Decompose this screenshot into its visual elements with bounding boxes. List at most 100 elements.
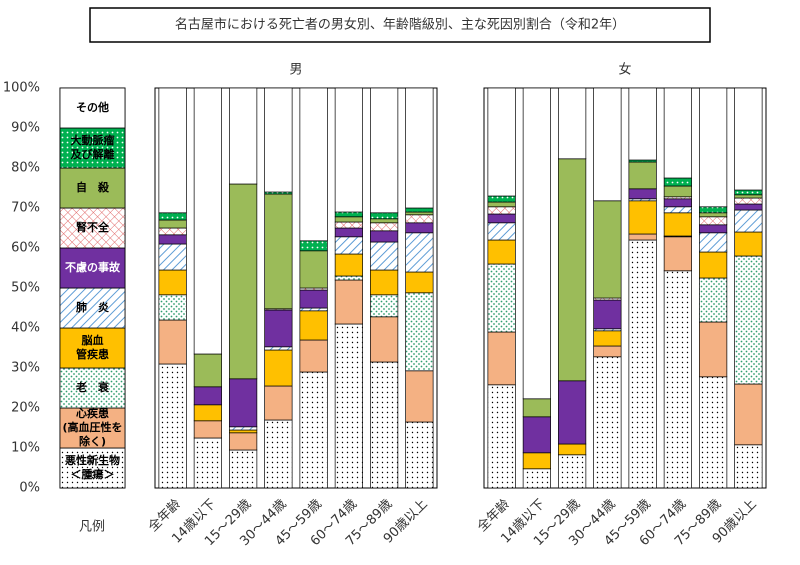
bar-segment xyxy=(370,87,399,214)
bar-segment xyxy=(334,236,363,255)
bar-segment xyxy=(158,269,187,296)
bar-segment xyxy=(334,279,363,325)
y-tick-label: 90% xyxy=(11,121,40,136)
bar-segment xyxy=(593,345,622,358)
bar-segment xyxy=(487,201,516,208)
legend-label: 脳血 管疾患 xyxy=(76,334,109,361)
bar-segment xyxy=(487,87,516,197)
legend-label: 心疾患 (高血圧性を除く) xyxy=(62,407,123,448)
bar-segment xyxy=(193,404,222,422)
legend-label: 老 衰 xyxy=(76,381,109,395)
bar-segment xyxy=(158,319,187,365)
bar-segment xyxy=(522,416,551,454)
bar-segment xyxy=(699,224,728,234)
bar-segment xyxy=(229,429,258,434)
bar-segment xyxy=(663,177,692,187)
bar-segment xyxy=(229,378,258,428)
legend-swatch xyxy=(59,207,126,249)
bar-segment xyxy=(264,87,293,193)
y-tick-label: 60% xyxy=(11,241,40,256)
bar-segment xyxy=(334,216,363,223)
legend-title: 凡例 xyxy=(79,520,105,535)
bar-segment xyxy=(158,363,187,489)
bar-segment xyxy=(593,87,622,202)
y-tick-label: 0% xyxy=(19,481,40,496)
bar-segment xyxy=(229,432,258,451)
bar-segment xyxy=(334,275,363,281)
bar-segment xyxy=(699,376,728,489)
bar-segment xyxy=(264,349,293,387)
bar-segment xyxy=(370,361,399,489)
legend-swatch xyxy=(59,127,126,169)
title-box xyxy=(89,7,711,43)
legend-label: 肺 炎 xyxy=(76,301,109,315)
bar-segment xyxy=(264,346,293,351)
bar-segment xyxy=(334,323,363,489)
bar-segment xyxy=(487,222,516,241)
bar-segment xyxy=(405,222,434,234)
legend-swatch xyxy=(59,327,126,369)
bar-segment xyxy=(487,331,516,386)
bar-segment xyxy=(158,294,187,321)
bar-segment xyxy=(487,206,516,215)
bar-segment xyxy=(699,206,728,214)
bar-segment xyxy=(593,356,622,489)
bar-segment xyxy=(193,420,222,439)
bar-segment xyxy=(663,185,692,198)
bar-segment xyxy=(699,87,728,208)
bar-segment xyxy=(593,330,622,347)
bar-segment xyxy=(734,444,763,489)
bar-segment xyxy=(734,197,763,205)
bar-segment xyxy=(699,232,728,253)
bar-segment xyxy=(193,353,222,388)
bar-segment xyxy=(593,200,622,299)
bar-segment xyxy=(299,250,328,289)
y-tick-label: 80% xyxy=(11,161,40,176)
bar-segment xyxy=(558,443,587,456)
bar-segment xyxy=(628,87,657,161)
panel-frame xyxy=(154,87,438,489)
bar-segment xyxy=(487,384,516,489)
y-tick-label: 30% xyxy=(11,361,40,376)
bar-segment xyxy=(558,87,587,160)
legend-label: 腎不全 xyxy=(76,221,109,235)
bar-segment xyxy=(334,253,363,277)
bar-segment xyxy=(264,193,293,310)
y-tick-label: 50% xyxy=(11,281,40,296)
panel-title: 女 xyxy=(618,62,631,78)
bar-segment xyxy=(558,158,587,382)
bar-segment xyxy=(628,188,657,200)
bar-segment xyxy=(405,271,434,294)
bar-segment xyxy=(299,310,328,341)
bar-segment xyxy=(334,227,363,238)
bar-segment xyxy=(734,194,763,199)
bar-segment xyxy=(699,251,728,279)
bar-segment xyxy=(193,386,222,406)
bar-segment xyxy=(558,454,587,489)
legend-label: その他 xyxy=(76,101,109,115)
legend-swatch xyxy=(59,167,126,209)
bar-segment xyxy=(334,211,363,218)
bar-segment xyxy=(522,452,551,470)
bar-segment xyxy=(158,234,187,245)
legend-swatch xyxy=(59,447,126,489)
bar-segment xyxy=(229,449,258,489)
bar-segment xyxy=(370,212,399,220)
bar-segment xyxy=(158,87,187,214)
bar-segment xyxy=(193,437,222,489)
legend-swatch xyxy=(59,367,126,409)
bar-segment xyxy=(734,383,763,446)
bar-segment xyxy=(663,270,692,489)
bar-segment xyxy=(370,316,399,363)
bar-segment xyxy=(299,289,328,309)
bar-segment xyxy=(699,321,728,378)
bar-segment xyxy=(334,87,363,213)
bar-segment xyxy=(734,189,763,196)
bar-segment xyxy=(558,380,587,445)
bar-segment xyxy=(370,294,399,318)
bar-segment xyxy=(663,212,692,237)
bar-segment xyxy=(229,87,258,185)
bar-segment xyxy=(699,277,728,323)
